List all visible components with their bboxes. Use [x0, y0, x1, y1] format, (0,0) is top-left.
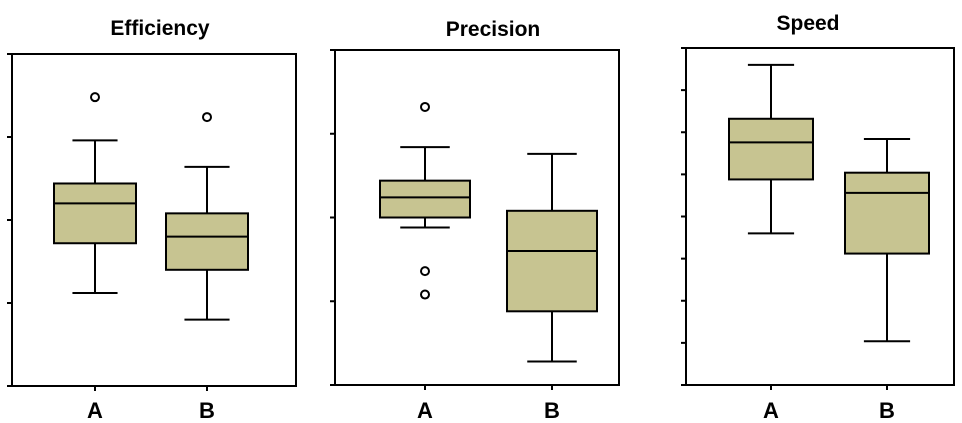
- panel-efficiency: Efficiency A B: [7, 17, 296, 423]
- panel-speed: Speed A B: [681, 12, 954, 423]
- category-label: A: [87, 398, 103, 423]
- category-label: A: [763, 398, 779, 423]
- outlier-point: [421, 291, 429, 299]
- outlier-point: [421, 103, 429, 111]
- outlier-point: [421, 267, 429, 275]
- panel-title: Precision: [446, 18, 541, 41]
- iqr-box: [845, 173, 929, 254]
- panel-title: Efficiency: [110, 17, 210, 40]
- iqr-box: [729, 119, 813, 180]
- iqr-box: [166, 213, 248, 269]
- iqr-box: [54, 183, 136, 243]
- category-label: B: [544, 398, 560, 423]
- panel-precision: Precision A B: [330, 18, 619, 423]
- category-label: B: [879, 398, 895, 423]
- outlier-point: [91, 93, 99, 101]
- category-label: B: [199, 398, 215, 423]
- iqr-box: [380, 181, 470, 218]
- panel-title: Speed: [776, 12, 839, 35]
- category-label: A: [417, 398, 433, 423]
- iqr-box: [507, 211, 597, 311]
- outlier-point: [203, 113, 211, 121]
